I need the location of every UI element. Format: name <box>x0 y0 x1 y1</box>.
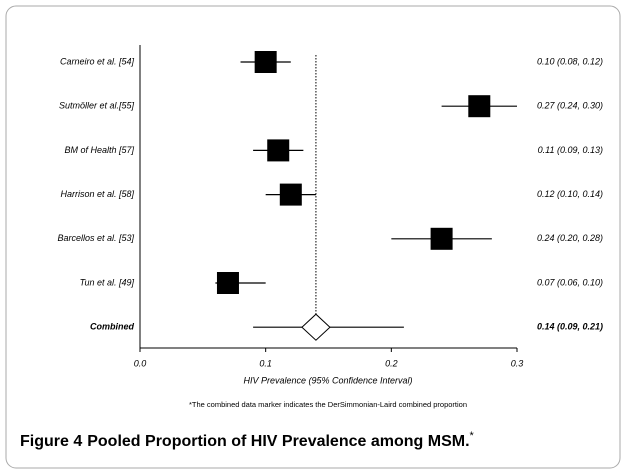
row-label: Barcellos et al. [53] <box>57 233 134 243</box>
caption: Figure 4 Pooled Proportion of HIV Prevale… <box>20 430 475 450</box>
estimate-marker <box>254 51 277 73</box>
estimate-marker <box>216 272 239 294</box>
value-label: 0.27 (0.24, 0.30) <box>537 101 603 111</box>
row-label: BM of Health [57] <box>64 145 134 155</box>
value-label: 0.11 (0.09, 0.13) <box>538 145 603 155</box>
row-label: Carneiro et al. [54] <box>60 56 135 66</box>
x-tick-label: 0.2 <box>385 358 398 368</box>
estimate-marker <box>430 227 453 250</box>
combined-marker <box>301 313 331 341</box>
value-label: 0.24 (0.20, 0.28) <box>537 233 603 243</box>
x-tick-label: 0.0 <box>134 358 147 368</box>
estimate-marker <box>468 95 491 118</box>
caption-text: Pooled Proportion of HIV Prevalence amon… <box>87 433 469 450</box>
row-label: Combined <box>90 322 135 332</box>
value-label: 0.10 (0.08, 0.12) <box>537 56 603 66</box>
row-label: Sutmöller et al.[55] <box>59 101 135 111</box>
row-label: Harrison et al. [58] <box>60 189 134 199</box>
x-axis-label: HIV Prevalence (95% Confidence Interval) <box>243 375 412 385</box>
value-label: 0.07 (0.06, 0.10) <box>537 277 603 287</box>
frame <box>5 5 621 469</box>
caption-mark: * <box>470 430 475 442</box>
estimate-marker <box>267 139 290 162</box>
x-tick-label: 0.3 <box>511 358 524 368</box>
x-tick-label: 0.1 <box>259 358 272 368</box>
row-label: Tun et al. [49] <box>80 277 135 287</box>
caption-label: Figure 4 <box>20 433 82 450</box>
value-label: 0.12 (0.10, 0.14) <box>537 189 603 199</box>
footnote: *The combined data marker indicates the … <box>189 400 467 409</box>
value-label: 0.14 (0.09, 0.21) <box>537 322 603 332</box>
estimate-marker <box>279 183 302 206</box>
